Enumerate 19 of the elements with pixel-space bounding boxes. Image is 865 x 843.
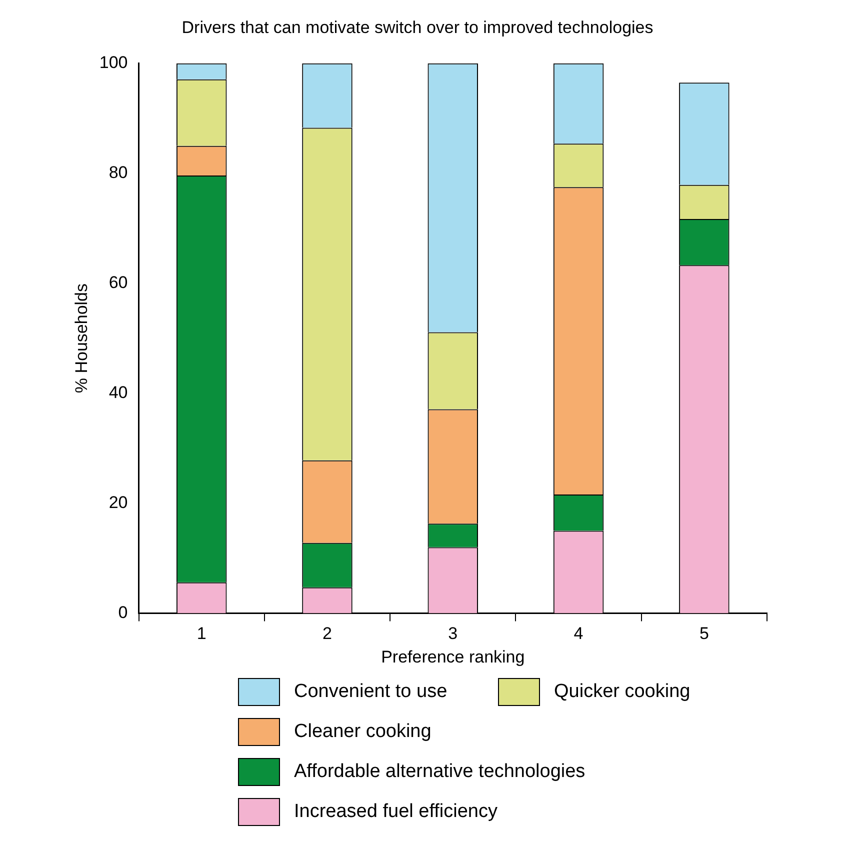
legend-label: Quicker cooking bbox=[554, 681, 690, 703]
x-tick-label: 4 bbox=[574, 624, 584, 644]
legend-label: Cleaner cooking bbox=[294, 721, 432, 743]
y-tick-label: 40 bbox=[108, 382, 128, 402]
legend-label: Affordable alternative technologies bbox=[294, 761, 586, 783]
x-tick-label: 2 bbox=[322, 624, 332, 644]
x-tick-label: 5 bbox=[699, 624, 709, 644]
y-tick-label: 0 bbox=[118, 602, 128, 622]
y-tick-label: 60 bbox=[108, 273, 128, 292]
y-tick-label: 20 bbox=[108, 492, 128, 512]
y-tick-label: 100 bbox=[99, 53, 128, 72]
y-axis-title: % Households bbox=[72, 283, 91, 394]
chart-title: Drivers that can motivate switch over to improved technologies bbox=[182, 18, 654, 37]
y-tick-label: 80 bbox=[108, 163, 128, 182]
legend-label: Increased fuel efficiency bbox=[294, 801, 498, 823]
x-tick-label: 3 bbox=[448, 624, 458, 644]
x-axis-title: Preference ranking bbox=[381, 647, 525, 666]
x-tick-label: 1 bbox=[196, 624, 206, 644]
legend-label: Convenient to use bbox=[294, 681, 448, 703]
